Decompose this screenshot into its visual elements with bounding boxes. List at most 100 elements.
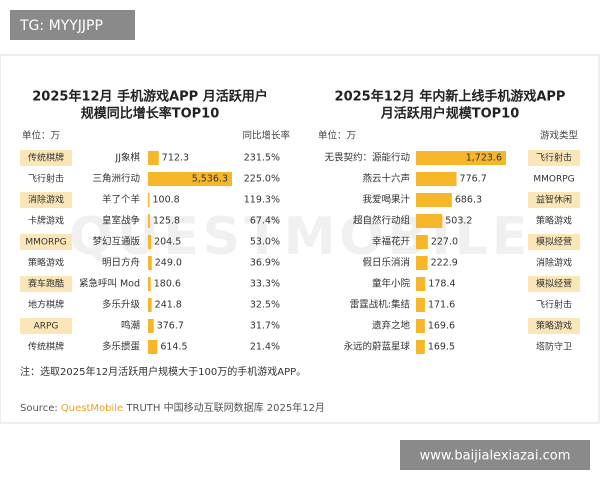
category-label: 多乐掼蛋 (102, 341, 141, 353)
bar (416, 193, 452, 207)
category-label: 燕云十六声 (362, 173, 410, 185)
watermark-box (400, 440, 590, 470)
value-label: 180.6 (154, 279, 181, 290)
growth-label: 231.5% (244, 153, 280, 164)
category-label: 无畏契约：源能行动 (324, 152, 410, 164)
card (0, 54, 600, 424)
category-label: 羊了个羊 (102, 194, 140, 206)
growth-label: 32.5% (250, 300, 280, 311)
bar (416, 172, 457, 186)
category-label: 鸣潮 (121, 320, 140, 332)
bar (416, 151, 506, 165)
bar (148, 340, 158, 354)
unit-label: 单位：万 (22, 130, 60, 142)
genre-tag-bg (528, 150, 580, 166)
genre-tag: 传统棋牌 (28, 152, 64, 164)
unit-label: 单位：万 (318, 130, 356, 142)
panel-title: 月活跃用户规模TOP10 (380, 106, 520, 122)
genre-tag: 消除游戏 (28, 194, 64, 206)
genre-tag: 飞行射击 (28, 173, 64, 185)
category-label: 假日乐消消 (362, 257, 410, 269)
column-header: 同比增长率 (242, 130, 290, 142)
growth-label: 53.0% (250, 237, 280, 248)
category-label: 皇室战争 (102, 215, 141, 227)
bar (148, 151, 159, 165)
value-label: 376.7 (157, 321, 184, 332)
bar (148, 319, 154, 333)
category-label: 我爱喝果汁 (362, 194, 410, 206)
panel-title: 2025年12月 手机游戏APP 月活跃用户 (32, 89, 267, 105)
background-mark: QUESTMOBILE (69, 207, 531, 267)
genre-tag-bg (20, 234, 72, 250)
genre-tag: 消除游戏 (536, 257, 572, 269)
genre-tag: 飞行射击 (536, 152, 572, 164)
value-label: 503.2 (445, 216, 472, 227)
value-label: 249.0 (155, 258, 182, 269)
category-label: JJ象棋 (114, 152, 140, 164)
bar (416, 319, 425, 333)
genre-tag-bg (20, 276, 72, 292)
genre-tag-bg (20, 192, 72, 208)
genre-tag: 益智休闲 (536, 194, 572, 206)
source-rest: TRUTH 中国移动互联网数据库 2025年12月 (125, 401, 325, 414)
category-label: 明日方舟 (102, 257, 141, 269)
watermark-top: TG: MYYJJPP (19, 18, 103, 34)
genre-tag: ARPG (34, 322, 59, 332)
growth-label: 225.0% (244, 174, 280, 185)
value-label: 1,723.6 (466, 153, 502, 164)
note: 注：选取2025年12月活跃用户规模大于100万的手机游戏APP。 (20, 365, 306, 378)
genre-tag-bg (528, 192, 580, 208)
bar (148, 214, 150, 228)
value-label: 178.4 (428, 279, 455, 290)
value-label: 614.5 (160, 342, 187, 353)
bar (416, 340, 425, 354)
bar (148, 235, 152, 249)
category-label: 紧急呼叫 Mod (79, 278, 140, 290)
value-label: 204.5 (154, 237, 181, 248)
genre-tag-bg (20, 318, 72, 334)
watermark-box (10, 10, 135, 40)
genre-tag: MMORPG (533, 175, 574, 185)
source: Source: QuestMobile TRUTH 中国移动互联网数据库 202… (20, 401, 325, 414)
bar (416, 256, 428, 270)
category-label: 三角洲行动 (92, 173, 140, 185)
growth-label: 31.7% (250, 321, 280, 332)
growth-label: 67.4% (250, 216, 280, 227)
growth-label: 119.3% (244, 195, 280, 206)
category-label: 幸福花开 (372, 236, 411, 248)
value-label: 5,536.3 (192, 174, 228, 185)
genre-tag: 传统棋牌 (28, 341, 64, 353)
genre-tag: 卡牌游戏 (28, 215, 64, 227)
genre-tag: MMORPG (25, 238, 66, 248)
category-label: 雷霆战机:集结 (350, 299, 410, 311)
genre-tag: 飞行射击 (536, 299, 572, 311)
value-label: 776.7 (460, 174, 487, 185)
column-header: 游戏类型 (540, 130, 579, 142)
category-label: 梦幻互通版 (92, 236, 140, 248)
panel-title: 2025年12月 年内新上线手机游戏APP (335, 89, 566, 105)
value-label: 171.6 (428, 300, 455, 311)
value-label: 222.9 (431, 258, 458, 269)
bar (148, 277, 151, 291)
bar (416, 235, 428, 249)
source-label: Source: (20, 403, 58, 414)
value-label: 241.8 (155, 300, 182, 311)
genre-tag: 策略游戏 (536, 320, 572, 332)
genre-tag: 模拟经营 (536, 278, 572, 290)
bar (416, 277, 426, 291)
genre-tag: 塔防守卫 (536, 341, 572, 353)
category-label: 遗弃之地 (372, 320, 411, 332)
value-label: 227.0 (431, 237, 458, 248)
value-label: 100.8 (153, 195, 180, 206)
growth-label: 36.9% (250, 258, 280, 269)
value-label: 686.3 (455, 195, 482, 206)
panel-title: 规模同比增长率TOP10 (81, 106, 220, 122)
growth-label: 21.4% (250, 342, 280, 353)
category-label: 超自然行动组 (353, 215, 411, 227)
genre-tag-bg (20, 150, 72, 166)
genre-tag-bg (528, 276, 580, 292)
bar (148, 172, 232, 186)
value-label: 125.8 (153, 216, 180, 227)
